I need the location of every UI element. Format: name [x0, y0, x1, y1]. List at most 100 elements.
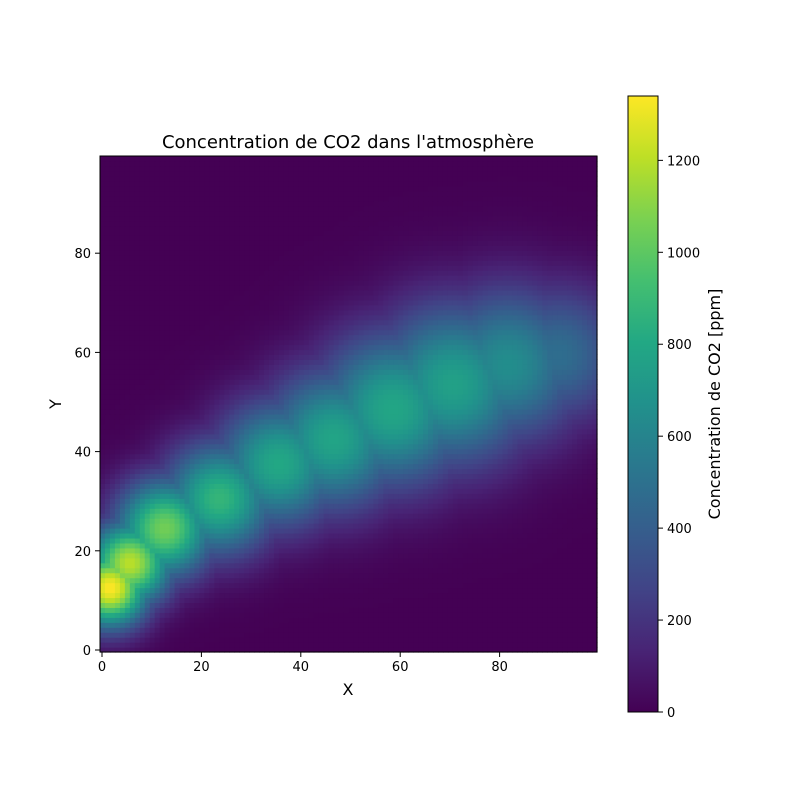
- heatmap-cell: [244, 622, 250, 628]
- heatmap-cell: [552, 458, 558, 465]
- heatmap-cell: [482, 513, 489, 519]
- heatmap-cell: [119, 438, 126, 445]
- heatmap-cell: [577, 607, 583, 613]
- heatmap-cell: [124, 532, 131, 539]
- heatmap-cell: [264, 463, 270, 470]
- heatmap-cell: [348, 428, 355, 435]
- heatmap-cell: [358, 542, 365, 549]
- heatmap-cell: [527, 483, 533, 489]
- heatmap-cell: [129, 428, 136, 435]
- heatmap-cell: [547, 592, 553, 599]
- heatmap-cell: [358, 443, 365, 450]
- heatmap-cell: [273, 642, 280, 648]
- heatmap-cell: [368, 508, 374, 514]
- heatmap-cell: [164, 478, 171, 484]
- heatmap-cell: [562, 552, 568, 559]
- heatmap-cell: [363, 493, 369, 499]
- heatmap-cell: [249, 572, 255, 579]
- heatmap-cell: [408, 627, 414, 633]
- heatmap-cell: [323, 582, 330, 589]
- heatmap-cell: [348, 508, 355, 514]
- heatmap-cell: [159, 468, 166, 475]
- heatmap-cell: [179, 458, 186, 465]
- heatmap-cell: [413, 493, 419, 499]
- heatmap-cell: [437, 557, 444, 564]
- heatmap-cell: [169, 587, 176, 594]
- heatmap-cell: [532, 433, 538, 440]
- heatmap-cell: [293, 433, 300, 440]
- heatmap-cell: [447, 532, 454, 539]
- heatmap-cell: [502, 617, 509, 623]
- heatmap-cell: [308, 473, 315, 479]
- heatmap-cell: [497, 572, 504, 579]
- heatmap-cell: [492, 438, 499, 445]
- heatmap-cell: [199, 518, 205, 524]
- heatmap-cell: [313, 468, 320, 475]
- heatmap-cell: [487, 438, 494, 445]
- heatmap-cell: [418, 602, 424, 608]
- heatmap-cell: [428, 493, 434, 499]
- heatmap-cell: [472, 438, 479, 445]
- heatmap-cell: [502, 587, 509, 594]
- heatmap-cell: [447, 607, 454, 613]
- heatmap-cell: [273, 438, 280, 445]
- heatmap-cell: [393, 473, 399, 479]
- heatmap-cell: [149, 582, 156, 589]
- heatmap-cell: [278, 473, 285, 479]
- heatmap-cell: [393, 523, 399, 529]
- heatmap-cell: [333, 587, 340, 594]
- heatmap-cell: [124, 498, 131, 504]
- heatmap-cell: [512, 552, 519, 559]
- heatmap-cell: [592, 532, 598, 539]
- heatmap-cell: [100, 532, 106, 539]
- heatmap-cell: [318, 617, 325, 623]
- heatmap-cell: [194, 518, 200, 524]
- heatmap-cell: [373, 637, 379, 643]
- heatmap-cell: [184, 428, 191, 435]
- heatmap-cell: [119, 498, 126, 504]
- heatmap-cell: [259, 597, 265, 603]
- heatmap-cell: [442, 572, 449, 579]
- heatmap-cell: [164, 632, 171, 638]
- heatmap-cell: [293, 582, 300, 589]
- heatmap-cell: [532, 612, 538, 618]
- heatmap-cell: [328, 632, 335, 638]
- heatmap-cell: [497, 542, 504, 549]
- heatmap-cell: [134, 528, 141, 534]
- heatmap-cell: [482, 577, 489, 584]
- heatmap-cell: [184, 498, 191, 504]
- heatmap-cell: [512, 523, 519, 529]
- heatmap-cell: [552, 532, 558, 539]
- heatmap-cell: [338, 612, 345, 618]
- heatmap-cell: [154, 557, 161, 564]
- heatmap-cell: [239, 443, 245, 450]
- heatmap-cell: [348, 478, 355, 484]
- heatmap-cell: [363, 423, 369, 430]
- heatmap-cell: [522, 473, 529, 479]
- heatmap-cell: [184, 468, 191, 475]
- heatmap-cell: [159, 478, 166, 484]
- heatmap-cell: [169, 532, 176, 539]
- heatmap-cell: [542, 453, 548, 460]
- heatmap-cell: [423, 627, 429, 633]
- heatmap-cell: [139, 448, 146, 455]
- heatmap-cell: [592, 612, 598, 618]
- heatmap-cell: [164, 562, 171, 569]
- heatmap-cell: [194, 562, 200, 569]
- heatmap-cell: [303, 458, 310, 465]
- heatmap-cell: [512, 438, 519, 445]
- heatmap-cell: [288, 473, 295, 479]
- heatmap-cell: [249, 418, 255, 425]
- heatmap-cell: [497, 443, 504, 450]
- heatmap-cell: [104, 532, 111, 539]
- heatmap-cell: [244, 453, 250, 460]
- heatmap-cell: [527, 453, 533, 460]
- heatmap-cell: [164, 532, 171, 539]
- heatmap-cell: [199, 607, 205, 613]
- heatmap-cell: [298, 503, 305, 509]
- heatmap-cell: [497, 488, 504, 494]
- heatmap-cell: [378, 582, 384, 589]
- heatmap-cell: [298, 483, 305, 489]
- heatmap-cell: [129, 597, 136, 603]
- heatmap-cell: [532, 503, 538, 509]
